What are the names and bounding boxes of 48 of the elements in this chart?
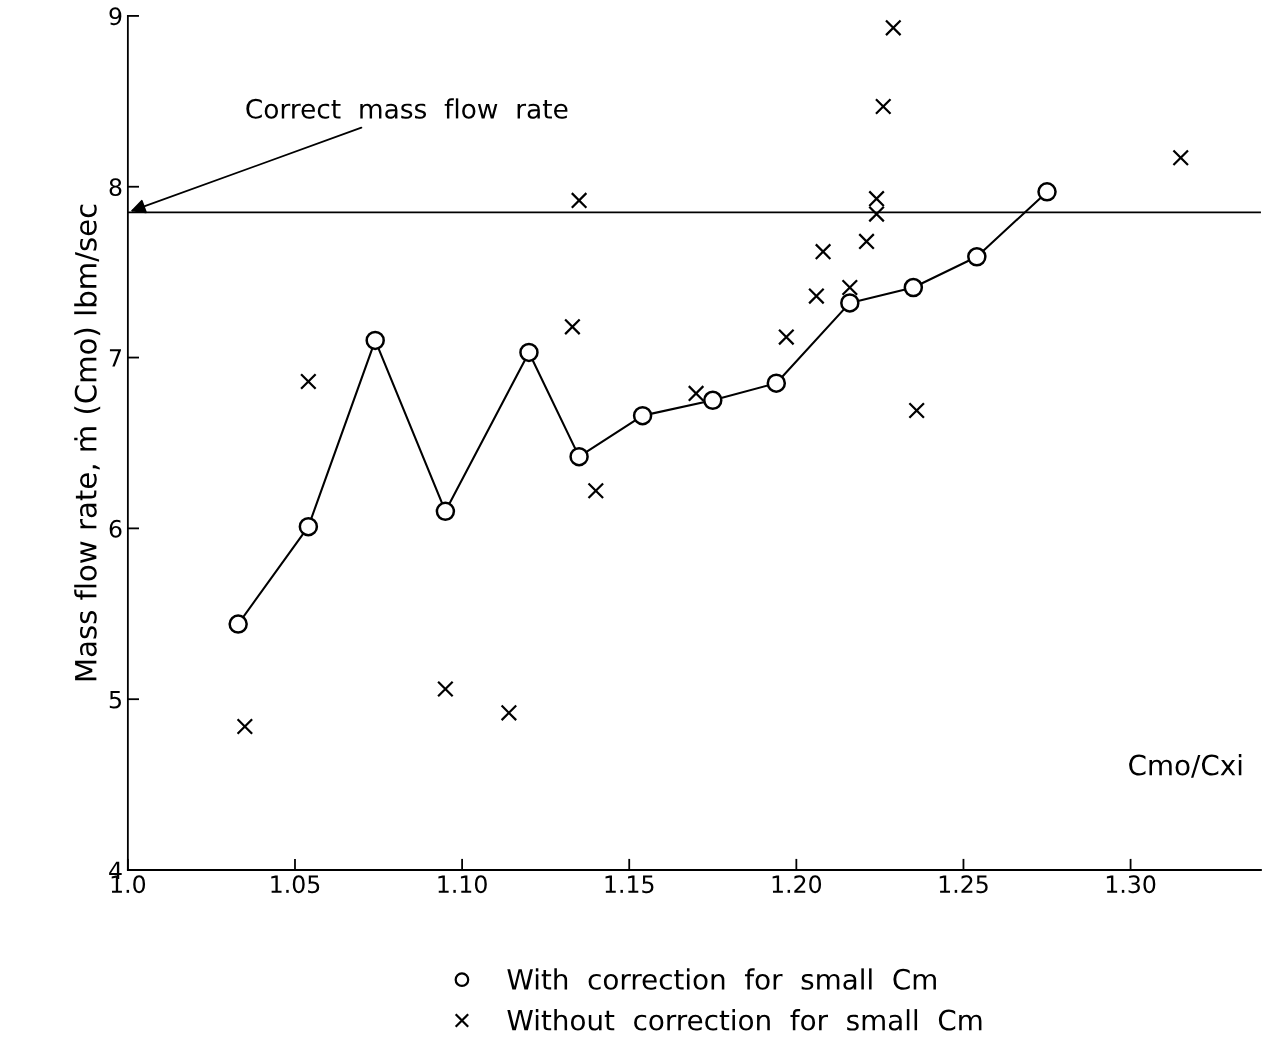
- point: [587, 482, 605, 500]
- y-axis-title: Mass flow rate, ṁ (Cmo) lbm/sec: [74, 204, 101, 681]
- y-tick-label: 9: [109, 7, 122, 26]
- point: [814, 243, 832, 261]
- point: [868, 190, 885, 208]
- point: [840, 293, 860, 313]
- point: [632, 405, 653, 426]
- point: [841, 279, 859, 296]
- point: [519, 342, 539, 363]
- point: [884, 19, 902, 37]
- point: [808, 287, 825, 305]
- legend-label: Without correction for small Cm: [507, 1009, 982, 1031]
- point: [1172, 149, 1190, 167]
- point: [908, 402, 926, 419]
- point: [299, 373, 317, 390]
- x-tick-label: 1.15: [605, 875, 654, 894]
- x-tick-label: 1.30: [1106, 875, 1156, 894]
- x-tick-label: 1.10: [438, 875, 487, 894]
- point: [903, 277, 924, 298]
- point: [687, 385, 705, 402]
- point: [569, 446, 589, 467]
- point: [777, 328, 795, 346]
- ref-line-label: Correct mass flow rate: [246, 98, 568, 119]
- point: [365, 330, 385, 351]
- x-axis-title: Cmo/Cxi: [1129, 754, 1242, 778]
- point: [967, 247, 987, 267]
- point: [236, 718, 254, 735]
- point: [874, 98, 892, 115]
- y-tick-label: 8: [109, 178, 122, 197]
- legend-label: With correction for small Cm: [507, 968, 936, 990]
- point: [703, 390, 723, 411]
- y-tick-label: 7: [109, 349, 121, 367]
- point: [1037, 182, 1057, 202]
- x-tick-label: 1.25: [939, 875, 988, 894]
- x-tick-label: 1.20: [772, 875, 822, 894]
- point: [868, 205, 885, 223]
- point: [228, 614, 248, 634]
- point: [570, 192, 588, 209]
- point: [500, 704, 518, 722]
- point: [858, 233, 875, 250]
- y-tick-label: 5: [109, 690, 121, 709]
- point: [564, 318, 581, 336]
- point: [298, 516, 319, 537]
- point: [435, 501, 456, 522]
- point: [766, 373, 787, 393]
- x-tick-label: 1.05: [271, 875, 320, 894]
- y-tick-label: 6: [109, 519, 122, 538]
- point: [437, 680, 454, 698]
